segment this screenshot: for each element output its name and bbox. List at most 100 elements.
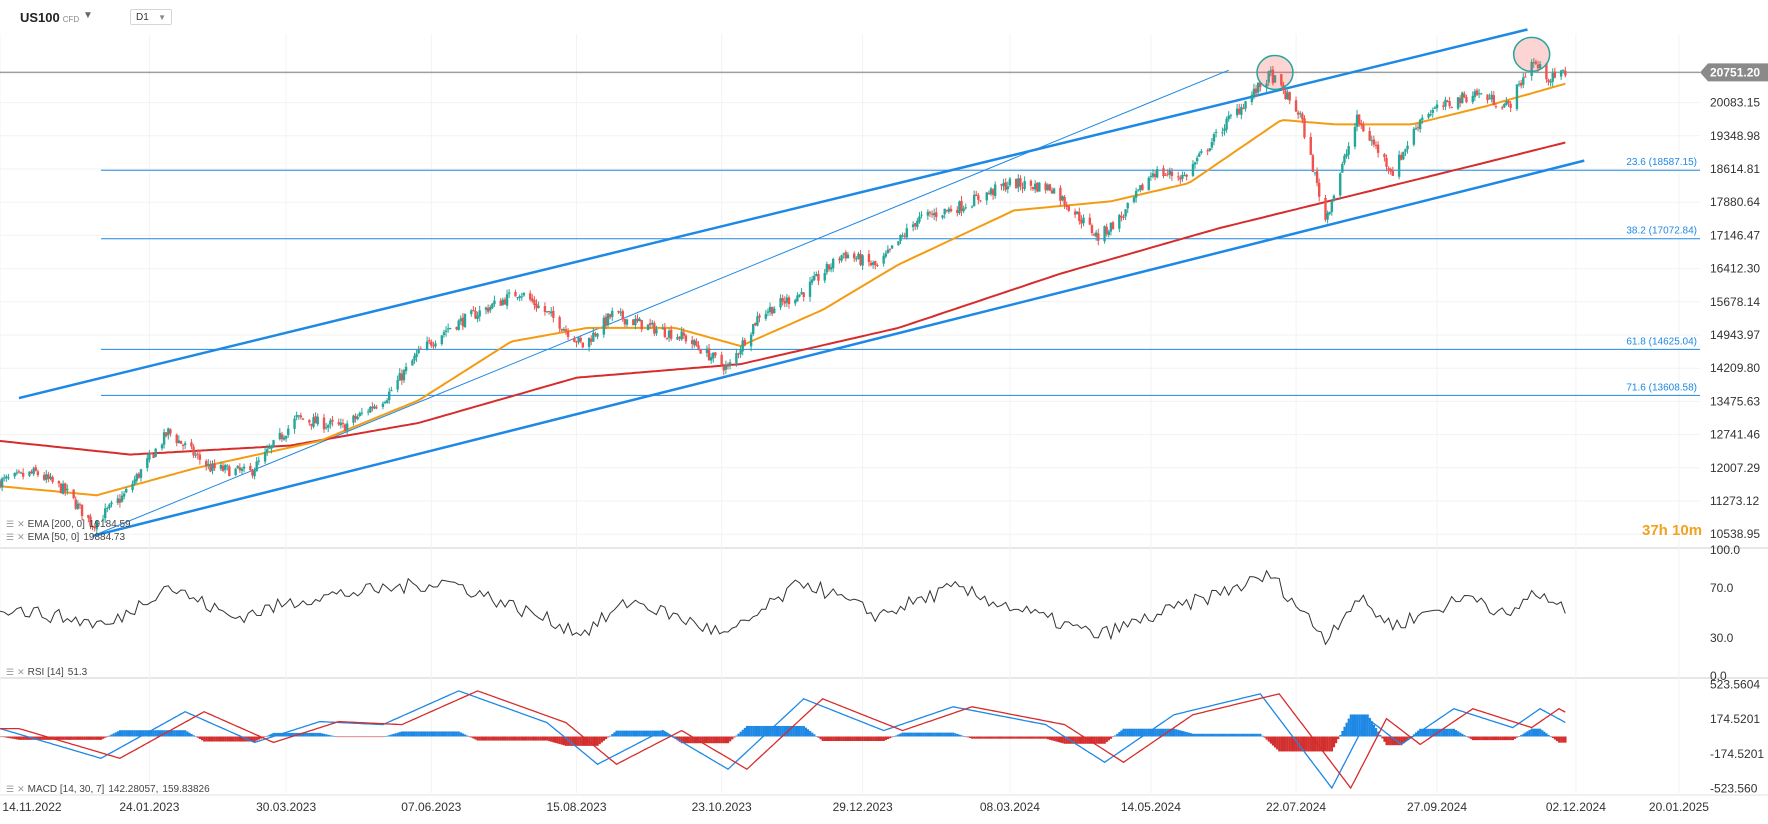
candle-body xyxy=(316,416,319,425)
macd-histogram-bar xyxy=(811,732,814,737)
macd-histogram-bar xyxy=(331,735,334,737)
symbol-dropdown-icon[interactable]: ▼ xyxy=(83,10,93,21)
candle-body xyxy=(1488,98,1491,100)
candle-body xyxy=(470,310,473,315)
candle-body xyxy=(741,340,744,352)
close-icon[interactable]: ✕ xyxy=(17,667,25,677)
macd-histogram-bar xyxy=(535,736,538,741)
candle-body xyxy=(1492,95,1496,105)
candle-body xyxy=(51,476,54,482)
macd-histogram-bar xyxy=(139,730,143,737)
macd-histogram-bar xyxy=(819,736,822,740)
close-icon[interactable]: ✕ xyxy=(17,784,25,794)
macd-histogram-bar xyxy=(3,736,6,738)
candle-body xyxy=(404,366,408,372)
macd-histogram-bar xyxy=(129,730,132,737)
macd-histogram-bar xyxy=(1290,736,1294,752)
macd-histogram-bar xyxy=(888,736,892,739)
candle-body xyxy=(1265,83,1268,88)
symbol-label[interactable]: US100 CFD xyxy=(20,10,79,25)
macd-histogram-bar xyxy=(619,730,622,737)
macd-histogram-bar xyxy=(224,736,227,742)
candle-body xyxy=(324,427,328,429)
candle-body xyxy=(1031,187,1035,189)
macd-histogram-bar xyxy=(9,736,12,739)
legend-settings-icon[interactable]: ☰ xyxy=(6,532,15,542)
close-icon[interactable]: ✕ xyxy=(17,519,25,529)
macd-histogram-bar xyxy=(947,732,951,737)
macd-histogram-bar xyxy=(800,725,803,737)
candle-body xyxy=(413,355,416,361)
macd-histogram-bar xyxy=(628,730,631,737)
legend-settings-icon[interactable]: ☰ xyxy=(6,784,15,794)
macd-histogram-bar xyxy=(1023,736,1026,739)
price-tick-label: 15678.14 xyxy=(1710,295,1760,309)
candle-body xyxy=(667,330,671,338)
candle-body xyxy=(1446,100,1449,102)
candle-body xyxy=(1162,168,1165,177)
candle-body xyxy=(1404,149,1407,152)
macd-histogram-bar xyxy=(1191,733,1195,737)
macd-histogram-bar xyxy=(754,725,757,737)
macd-histogram-bar xyxy=(825,736,829,742)
macd-histogram-bar xyxy=(712,736,715,744)
candle-body xyxy=(457,320,460,330)
candle-body xyxy=(1208,148,1211,151)
candle-body xyxy=(1242,108,1245,110)
macd-histogram-bar xyxy=(1410,736,1413,737)
candle-body xyxy=(369,406,372,413)
macd-histogram-bar xyxy=(1234,733,1237,737)
candle-body xyxy=(484,307,488,310)
macd-histogram-bar xyxy=(1135,728,1138,737)
macd-histogram-bar xyxy=(874,736,877,742)
candle-body xyxy=(625,319,629,325)
macd-histogram-bar xyxy=(106,736,109,738)
macd-histogram-bar xyxy=(529,736,532,741)
macd-histogram-bar xyxy=(1194,733,1197,737)
macd-histogram-bar xyxy=(853,736,856,742)
macd-histogram-bar xyxy=(344,736,347,738)
candle-body xyxy=(505,294,509,306)
close-icon[interactable]: ✕ xyxy=(17,532,25,542)
price-tick-label: 13475.63 xyxy=(1710,394,1760,408)
macd-histogram-bar xyxy=(506,736,509,741)
macd-histogram-bar xyxy=(152,730,155,737)
candle-body xyxy=(726,365,730,367)
macd-histogram-bar xyxy=(400,731,404,737)
macd-histogram-bar xyxy=(623,730,627,737)
candle-body xyxy=(970,206,974,208)
candle-body xyxy=(1254,88,1258,94)
candle-body xyxy=(1191,164,1195,176)
candle-body xyxy=(165,432,168,437)
macd-histogram-bar xyxy=(110,734,113,737)
timeframe-select[interactable]: D1 ▼ xyxy=(130,9,172,25)
macd-histogram-bar xyxy=(466,735,469,737)
candle-body xyxy=(1097,233,1100,241)
candle-body xyxy=(61,483,65,494)
candle-body xyxy=(1181,174,1184,179)
legend-settings-icon[interactable]: ☰ xyxy=(6,519,15,529)
macd-histogram-bar xyxy=(219,736,223,742)
candle-body xyxy=(705,348,709,353)
macd-histogram-bar xyxy=(968,736,972,739)
candle-body xyxy=(13,472,16,477)
macd-histogram-bar xyxy=(455,731,458,737)
macd-histogram-bar xyxy=(745,725,749,737)
candle-body xyxy=(1400,155,1403,160)
macd-histogram-bar xyxy=(531,736,534,741)
macd-histogram-bar xyxy=(729,736,732,742)
macd-histogram-bar xyxy=(1,736,4,738)
macd-histogram-bar xyxy=(1008,736,1012,739)
macd-histogram-bar xyxy=(590,736,593,746)
macd-histogram-bar xyxy=(493,736,496,741)
macd-histogram-bar xyxy=(179,730,183,737)
candle-body xyxy=(1355,114,1359,127)
macd-histogram-bar xyxy=(924,732,927,737)
legend-settings-icon[interactable]: ☰ xyxy=(6,667,15,677)
macd-histogram-bar xyxy=(893,736,896,737)
candle-body xyxy=(634,319,637,326)
macd-histogram-bar xyxy=(1543,731,1546,737)
time-tick-label: 23.10.2023 xyxy=(692,800,752,814)
macd-histogram-bar xyxy=(1391,736,1395,746)
